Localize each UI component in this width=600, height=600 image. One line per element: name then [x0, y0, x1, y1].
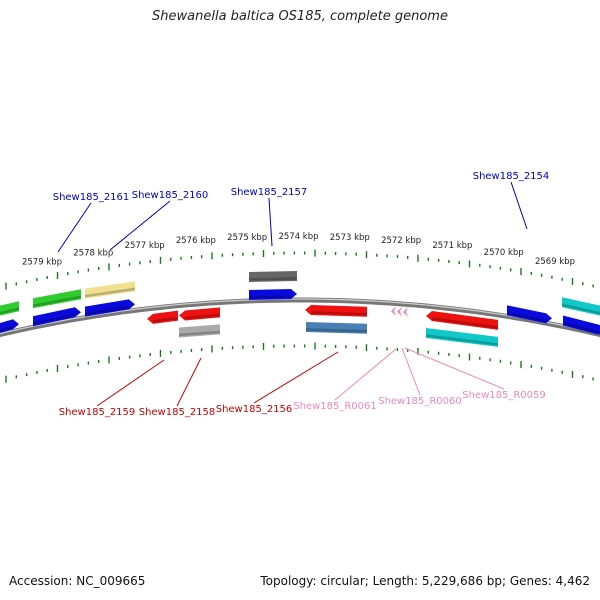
gene-label-bottom: Shew185_2158 — [139, 407, 216, 418]
kbp-label: 2576 kbp — [176, 236, 216, 246]
gene-label-bottom-leader — [334, 348, 397, 401]
gene-label-top-leader — [510, 181, 528, 230]
accession-text: Accession: NC_009665 — [9, 574, 146, 588]
gene-top — [249, 271, 297, 282]
gene-top-shade — [84, 287, 136, 298]
gene-top-shade — [506, 311, 547, 323]
kbp-label: 2570 kbp — [484, 248, 524, 258]
gene-top-shade — [32, 313, 76, 326]
backbone-highlight — [0, 298, 600, 335]
gene-label-bottom-leader — [176, 357, 202, 407]
gene-label-bottom: Shew185_2159 — [59, 407, 136, 418]
tick-marks — [5, 249, 594, 383]
gene-top — [85, 299, 135, 317]
gene-bottom — [147, 310, 178, 324]
gene-bottom-shade — [425, 334, 499, 346]
diagram-title: Shewanella baltica OS185, complete genom… — [152, 9, 448, 24]
gene-top-shade — [561, 303, 600, 315]
gene-label-bottom: Shew185_R0061 — [293, 401, 377, 412]
backbone-line — [0, 297, 600, 338]
gene-label-top-leader — [57, 202, 92, 253]
kbp-scale-labels: 2579 kbp 2578 kbp 2577 kbp 2576 kbp 2575 kbp… — [22, 232, 575, 267]
gene-label-bottom: Shew185_2156 — [216, 404, 293, 415]
gene-label-top: Shew185_2154 — [473, 171, 550, 182]
kbp-label: 2575 kbp — [227, 233, 267, 243]
kbp-label: 2578 kbp — [73, 248, 113, 258]
gene-top-shade — [248, 295, 292, 299]
gene-top-shade — [0, 307, 20, 315]
gene-top — [563, 315, 600, 335]
gene-label-top-leader — [268, 197, 273, 247]
gene-bottom — [306, 322, 367, 334]
gene-top — [249, 289, 297, 300]
gene-label-bottom: Shew185_R0059 — [462, 390, 546, 401]
gene-top-shade — [562, 321, 600, 334]
topology-text: Topology: circular; Length: 5,229,686 bp… — [260, 574, 590, 588]
gene-bottom — [426, 311, 498, 330]
gene-bottom-shade — [184, 313, 221, 320]
kbp-label: 2579 kbp — [22, 257, 62, 267]
gene-bottom-shade — [431, 317, 499, 329]
gene-label-top: Shew185_2160 — [132, 190, 209, 201]
gene-bottom-shade — [310, 311, 368, 316]
genome-backbone — [0, 297, 600, 338]
gene-bottom-shade — [305, 328, 368, 333]
rna-chevron — [403, 307, 408, 318]
rna-chevron — [391, 306, 396, 317]
gene-label-top-leader — [109, 200, 171, 251]
gene-label-bottom: Shew185_R0060 — [378, 396, 462, 407]
gene-top — [0, 301, 19, 316]
gene-label-bottom-leader — [401, 347, 421, 396]
gene-top-shade — [0, 325, 14, 332]
gene-top — [0, 319, 19, 334]
gene-bottom-shade — [178, 330, 221, 337]
gene-label-bottom-leader — [404, 347, 505, 390]
leader-lines — [57, 181, 528, 407]
kbp-label: 2577 kbp — [125, 241, 165, 251]
gene-bottom — [426, 328, 498, 347]
kbp-label: 2572 kbp — [381, 236, 421, 246]
gene-bottom — [305, 305, 367, 317]
gene-top-shade — [248, 277, 298, 281]
gene-label-top: Shew185_2161 — [53, 192, 130, 203]
rna-chevron — [397, 306, 402, 317]
gene-label-top: Shew185_2157 — [231, 187, 308, 198]
gene-labels: Shew185_2161 Shew185_2160 Shew185_2157 Shew… — [53, 171, 550, 418]
gene-top — [85, 281, 135, 299]
gene-bottom — [179, 324, 220, 338]
gene-top — [562, 297, 600, 316]
kbp-label: 2573 kbp — [330, 233, 370, 243]
kbp-label: 2571 kbp — [432, 241, 472, 251]
kbp-label: 2569 kbp — [535, 257, 575, 267]
gene-label-bottom-leader — [96, 359, 165, 407]
gene-bottom — [179, 307, 220, 321]
gene-features — [0, 271, 600, 347]
gene-top — [507, 305, 552, 324]
gene-top-shade — [84, 305, 130, 316]
gene-bottom-shade — [152, 316, 179, 323]
gene-top — [33, 307, 81, 327]
gene-top — [33, 289, 81, 309]
gene-label-bottom-leader — [253, 351, 339, 404]
kbp-label: 2574 kbp — [278, 232, 318, 242]
gene-top-shade — [32, 295, 82, 308]
